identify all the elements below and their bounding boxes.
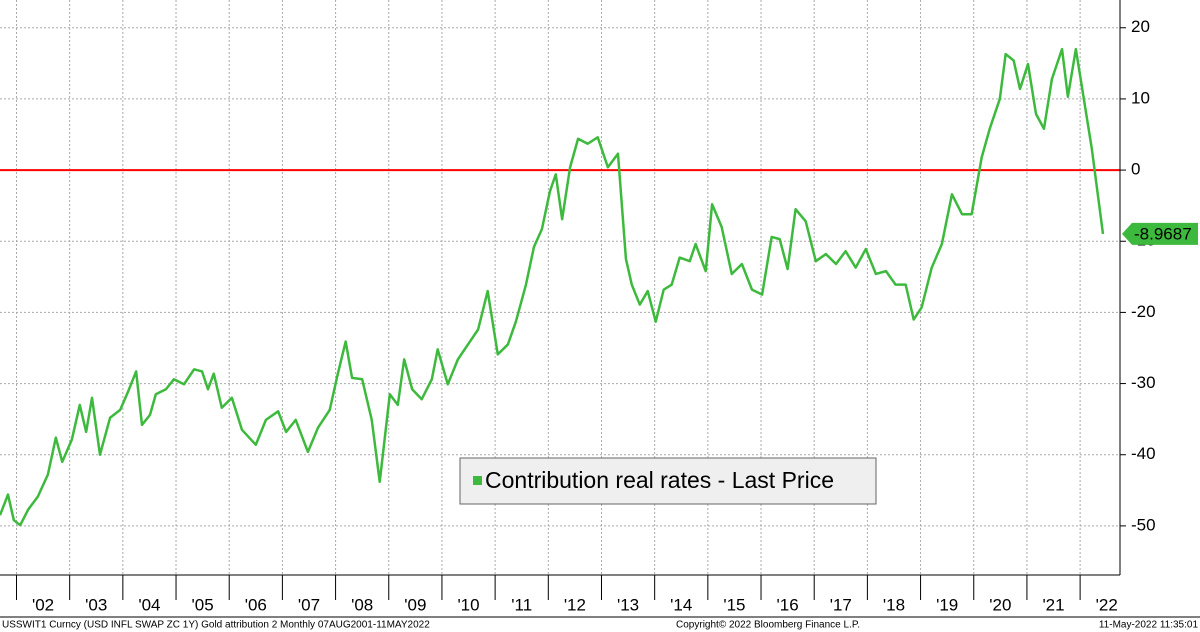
y-tick-label: -20	[1131, 302, 1156, 321]
x-tick-label: '13	[617, 595, 639, 614]
x-tick-label: '02	[32, 595, 54, 614]
footer-left: USSWIT1 Curncy (USD INFL SWAP ZC 1Y) Gol…	[2, 620, 430, 631]
plot	[0, 47, 1120, 527]
x-tick-label: '11	[511, 595, 532, 614]
legend-box	[459, 457, 877, 505]
x-tick-label: '20	[989, 595, 1011, 614]
legend: Contribution real rates - Last Price	[459, 457, 877, 505]
x-tick-label: '09	[404, 595, 426, 614]
legend-label: Contribution real rates - Last Price	[485, 467, 834, 493]
x-tick-label: '06	[245, 595, 267, 614]
x-tick-label: '14	[670, 595, 692, 614]
footer-center: Copyright© 2022 Bloomberg Finance L.P.	[676, 620, 860, 631]
x-tick-label: '07	[298, 595, 320, 614]
x-tick-label: '19	[936, 595, 958, 614]
x-tick-label: '12	[564, 595, 586, 614]
x-tick-label: '16	[777, 595, 799, 614]
grid	[0, 0, 1120, 575]
y-tick-label: 20	[1131, 17, 1150, 36]
y-tick-label: -50	[1131, 515, 1156, 534]
y-tick-label: 10	[1131, 88, 1150, 107]
x-tick-label: '15	[723, 595, 745, 614]
x-tick-label: '04	[138, 595, 160, 614]
last-price-label: -8.9687	[1134, 224, 1192, 243]
last-price-tag	[1122, 222, 1198, 245]
x-tick-label: '08	[351, 595, 373, 614]
legend-swatch	[473, 476, 482, 485]
y-tick-label: 0	[1131, 160, 1140, 179]
x-tick-label: '17	[830, 595, 852, 614]
footer-right: 11-May-2022 11:35:01	[1099, 620, 1199, 631]
data-line	[0, 47, 1105, 527]
x-tick-label: '22	[1096, 595, 1118, 614]
y-tick-label: -30	[1131, 373, 1156, 392]
x-tick-label: '03	[85, 595, 107, 614]
x-tick-label: '10	[457, 595, 479, 614]
x-tick-label: '18	[883, 595, 905, 614]
x-tick-label: '21	[1042, 595, 1064, 614]
y-tick-label: -40	[1131, 444, 1156, 463]
x-tick-label: '05	[192, 595, 214, 614]
